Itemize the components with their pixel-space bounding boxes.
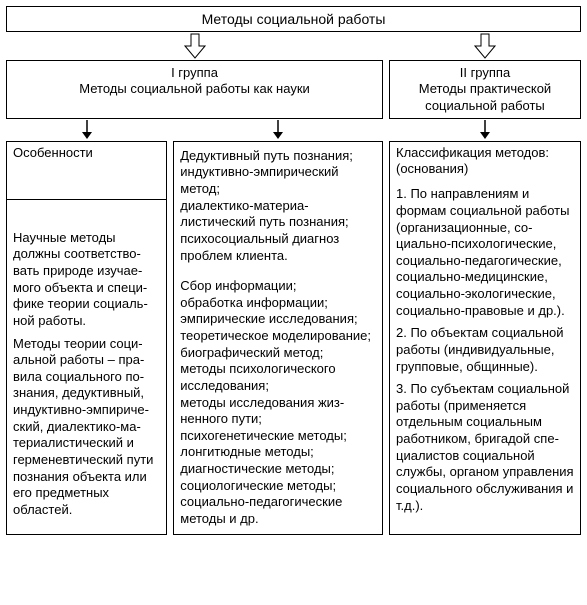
text-line: психогенетические методы; [180, 428, 376, 445]
group1-col-b: Дедуктивный путь познания; индуктивно-эм… [173, 141, 383, 535]
group2-header-line1: II группа [394, 65, 576, 81]
text-line: эмпирические исследования; [180, 311, 376, 328]
diagram-title: Методы социальной работы [6, 6, 581, 32]
text-line: диалектико-материа­листический путь позн… [180, 198, 376, 265]
text-line: теоретическое моделирова­ние; [180, 328, 376, 345]
text-line: методы исследования жиз­ненного пути; [180, 395, 376, 428]
group2-subheader: Классификация методов: (основания) [390, 142, 580, 181]
text-line: обработка информации; [180, 295, 376, 312]
group1-col-a-subheader-text: Особенности [13, 145, 93, 160]
small-arrow-row [6, 119, 581, 141]
text-line: социологические методы; [180, 478, 376, 495]
group2-col: Классификация методов: (основания) 1. По… [389, 141, 581, 535]
group2-header: II группа Методы практической социальной… [389, 60, 581, 119]
group1-col-a: Особенности Научные методы должны соотве… [6, 141, 167, 535]
top-arrow-row [6, 32, 581, 60]
text-paragraph: Научные методы должны соответство­вать п… [13, 230, 160, 330]
text-line: Сбор информации; [180, 278, 376, 295]
solid-arrow-down-icon [479, 120, 491, 140]
group1-col-a-subheader: Особенности [7, 142, 166, 200]
solid-arrow-down-icon [272, 120, 284, 140]
group1-col-b-body: Дедуктивный путь познания; индуктивно-эм… [174, 142, 382, 534]
text-line: социально-педагогические методы и др. [180, 494, 376, 527]
small-arrow-cell-2 [173, 119, 383, 141]
text-paragraph: 2. По объектам социаль­ной работы (индив… [396, 325, 574, 375]
group2-subheader-text: Классификация методов: (основания) [396, 145, 549, 176]
text-paragraph: Методы теории соци­альной работы – пра­в… [13, 336, 160, 519]
solid-arrow-down-icon [81, 120, 93, 140]
top-arrow-right-cell [389, 32, 581, 60]
text-line: Дедуктивный путь познания; индуктивно-эм… [180, 148, 376, 198]
group-header-row: I группа Методы социальной работы как на… [6, 60, 581, 119]
group1-col-a-body: Научные методы должны соответство­вать п… [7, 200, 166, 525]
group2-header-line2: Методы практической социальной работы [394, 81, 576, 114]
small-arrow-cell-3 [389, 119, 581, 141]
diagram-title-text: Методы социальной работы [202, 11, 386, 27]
group1-header-line2: Методы социальной работы как науки [11, 81, 378, 97]
small-arrow-cell-1 [6, 119, 167, 141]
group1-header-line1: I группа [11, 65, 378, 81]
outline-arrow-down-icon [474, 33, 496, 59]
text-line: лонгитюдные методы; [180, 444, 376, 461]
text-paragraph: 1. По направлениям и формам социальной р… [396, 186, 574, 319]
text-paragraph: 3. По субъектам социаль­ной работы (прим… [396, 381, 574, 514]
text-line: методы психологического исследования; [180, 361, 376, 394]
outline-arrow-down-icon [184, 33, 206, 59]
group1-header: I группа Методы социальной работы как на… [6, 60, 383, 119]
text-line: диагностические методы; [180, 461, 376, 478]
text-line: биографический метод; [180, 345, 376, 362]
top-arrow-left-cell [6, 32, 383, 60]
group2-body: 1. По направлениям и формам социальной р… [390, 180, 580, 520]
columns-row: Особенности Научные методы должны соотве… [6, 141, 581, 535]
